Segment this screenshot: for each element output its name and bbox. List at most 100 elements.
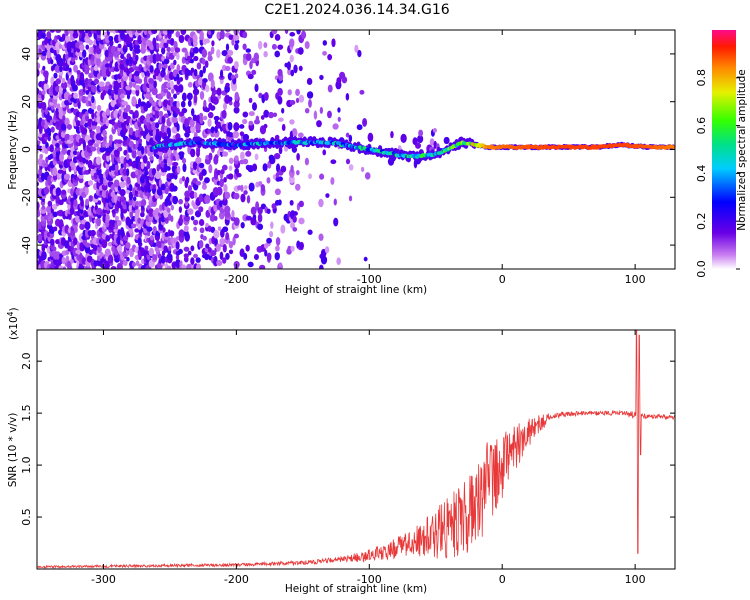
spectrogram-cell	[268, 154, 275, 161]
spectrogram-cell	[68, 67, 72, 73]
spectrogram-cell	[260, 115, 265, 120]
spectrogram-cell	[269, 230, 274, 238]
spectrogram-cell	[168, 245, 172, 252]
spectrogram-cell	[319, 74, 324, 80]
spectrogram-cell	[316, 120, 322, 128]
snr-x-ticks: -300 -200 -100 0 100	[91, 330, 646, 586]
spectrogram-cell	[306, 91, 314, 99]
spectrogram-cell	[79, 242, 84, 249]
spectrogram-cell	[319, 264, 324, 269]
spectrogram-cell	[194, 210, 202, 218]
spectrogram-cell	[227, 96, 233, 102]
spectrogram-cell	[228, 165, 233, 171]
spectrogram-cell	[171, 126, 178, 134]
spectrogram-cell	[117, 196, 121, 202]
spectrogram-cell	[274, 33, 281, 41]
spectrogram-cell	[304, 157, 310, 166]
spectrogram-cell	[190, 67, 195, 73]
spectrogram-cell	[135, 103, 139, 109]
spectrogram-cell	[170, 46, 175, 53]
spectrogram-cell	[79, 72, 85, 82]
spectrogram-cell	[221, 164, 228, 171]
spectrogram-cell	[289, 119, 295, 125]
spectrogram-cell	[178, 34, 185, 44]
snr-y-scale-factor: (x104)	[6, 307, 20, 340]
spectrogram-cell	[47, 135, 51, 142]
spectrogram-cell	[125, 33, 130, 42]
spectrogram-cell	[199, 30, 204, 39]
spectrogram-cell	[116, 245, 123, 252]
snr-frame	[36, 329, 676, 570]
spectrogram-cell	[322, 149, 327, 156]
spectrogram-cell	[176, 73, 180, 81]
spectrogram-cell	[55, 239, 61, 245]
spectrogram-cell	[242, 43, 247, 50]
spectrogram-cell	[109, 134, 113, 141]
spectrogram-cell	[82, 49, 87, 59]
spectrogram-cell	[182, 163, 187, 173]
spectrogram-cell	[46, 50, 52, 59]
spectrogram-cell	[163, 135, 170, 142]
spectrogram-cell	[193, 226, 198, 232]
spectrogram-cell	[37, 62, 41, 70]
spectrogram-cell	[214, 168, 219, 178]
spectrogram-cell	[193, 68, 198, 77]
spectrogram-cell	[58, 44, 63, 49]
spectrogram-cell	[61, 189, 67, 195]
y-tick-label: -20	[20, 188, 33, 206]
spectrogram-cell	[151, 87, 158, 96]
spectrogram-cell	[263, 123, 268, 129]
spectrogram-cell	[152, 242, 157, 248]
spectrogram-cell	[207, 111, 214, 119]
spectrogram-cell	[144, 184, 148, 193]
spectrogram-cell	[114, 162, 119, 173]
spectrogram-cell	[135, 200, 140, 207]
spectrogram-cell	[91, 95, 95, 104]
spectrogram-cell	[252, 213, 257, 221]
spectrogram-cell	[85, 30, 89, 34]
spectrogram-cell	[114, 215, 119, 221]
spectrogram-cell	[205, 243, 210, 249]
spectrogram-y-axis-label: Frequency (Hz)	[7, 110, 19, 189]
spectrogram-cell	[280, 165, 287, 173]
spectrogram-cell	[149, 155, 154, 161]
spectrogram-cell	[234, 73, 239, 79]
spectrogram-cell	[216, 49, 221, 59]
spectrogram-cell	[155, 128, 160, 134]
spectrogram-cell	[233, 34, 240, 41]
spectrogram-cell	[161, 46, 166, 55]
spectrogram-cell	[242, 31, 248, 39]
spectrogram-cell	[183, 246, 190, 252]
spectrogram-cell	[227, 121, 233, 131]
spectrogram-cell	[132, 196, 137, 202]
colorbar-tick-label: 0.0	[695, 260, 708, 278]
spectrogram-cell	[163, 163, 168, 173]
spectrogram-cell	[179, 76, 184, 82]
spectrogram-cell	[120, 54, 125, 60]
spectrogram-cell	[327, 54, 333, 61]
spectrogram-cell	[286, 61, 291, 71]
spectrogram-cell	[287, 68, 292, 76]
spectrogram-cell	[128, 227, 134, 234]
spectrogram-cell	[272, 112, 278, 118]
spectrogram-cell	[296, 170, 300, 176]
spectrogram-cell	[41, 243, 46, 253]
spectrogram-cell	[128, 140, 135, 148]
spectrogram-cell	[264, 249, 268, 257]
spectrogram-cell	[90, 105, 97, 110]
spectrogram-cell	[122, 139, 128, 146]
spectrogram-cell	[78, 173, 84, 179]
spectrogram-cell	[219, 238, 226, 246]
spectrogram-cell	[209, 213, 216, 222]
spectrogram-cell	[275, 172, 280, 178]
spectrogram-cell	[228, 100, 233, 106]
spectrogram-cell	[135, 139, 139, 145]
spectrogram-cell	[263, 109, 270, 118]
spectrogram-cell	[239, 131, 245, 137]
spectrogram-cell	[172, 161, 179, 167]
spectrogram-cell	[95, 156, 102, 166]
spectrogram-cell	[257, 207, 263, 215]
spectrogram-cell	[159, 204, 163, 212]
spectrogram-cell	[357, 49, 362, 58]
